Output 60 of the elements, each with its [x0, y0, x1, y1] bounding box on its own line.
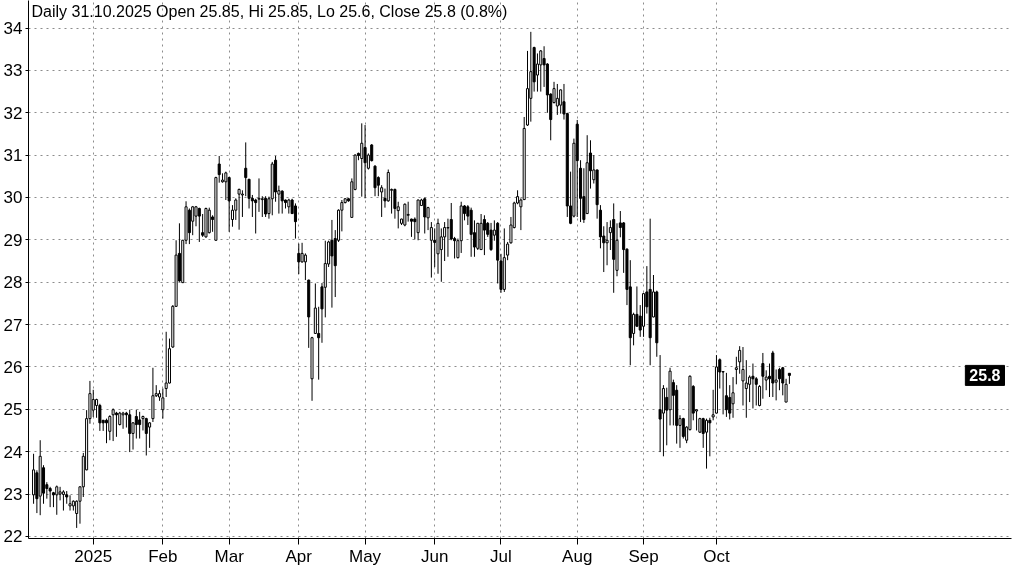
- candlestick: [111, 407, 115, 442]
- candlestick: [260, 195, 264, 218]
- candlestick: [187, 208, 191, 245]
- candlestick: [207, 207, 211, 234]
- candlestick: [446, 218, 450, 258]
- y-tick-label: 28: [3, 273, 23, 293]
- candlestick: [373, 164, 377, 197]
- x-tick-label: Jul: [490, 546, 512, 566]
- candlestick: [227, 176, 231, 233]
- y-tick-label: 33: [3, 61, 23, 81]
- x-tick-label: Sep: [628, 546, 659, 566]
- candlestick: [257, 177, 261, 213]
- x-tick-label: Apr: [285, 546, 313, 566]
- candlestick: [429, 221, 433, 279]
- candlestick: [297, 243, 301, 275]
- candlestick: [708, 417, 712, 457]
- x-tick-label: Feb: [148, 546, 178, 566]
- candlestick: [658, 354, 662, 453]
- candlestick: [731, 376, 735, 419]
- x-tick-label: May: [349, 546, 382, 566]
- chart-title: Daily 31.10.2025 Open 25.85, Hi 25.85, Lo 25.6, Close 25.8 (0.8%): [31, 2, 508, 20]
- y-tick-label: 32: [3, 103, 23, 123]
- candlestick: [704, 418, 709, 470]
- candlestick: [55, 485, 59, 516]
- candlestick: [61, 489, 65, 512]
- candlestick: [751, 363, 755, 409]
- candlestick: [539, 49, 543, 93]
- candlestick: [605, 221, 609, 266]
- candlestick: [134, 409, 138, 440]
- x-tick-label: Aug: [562, 546, 593, 566]
- candlestick: [406, 201, 410, 223]
- candlestick: [244, 141, 248, 197]
- y-tick-label: 31: [3, 146, 23, 166]
- candlestick: [58, 486, 62, 501]
- x-tick-label: Oct: [703, 546, 730, 566]
- candlestick: [128, 409, 132, 453]
- y-tick-label: 29: [3, 230, 23, 250]
- x-tick-label: Jun: [420, 546, 449, 566]
- candlestick: [237, 188, 241, 231]
- y-tick-label: 27: [3, 315, 23, 335]
- y-tick-label: 24: [3, 442, 23, 462]
- y-tick-label: 25: [3, 400, 23, 420]
- candlestick: [264, 195, 268, 218]
- x-tick-label: Mar: [214, 546, 245, 566]
- candlestick: [138, 411, 142, 440]
- y-tick-label: 34: [3, 19, 23, 39]
- candlestick: [114, 411, 118, 438]
- text: 25.8: [969, 367, 1001, 385]
- candlestick: [724, 372, 728, 418]
- y-tick-label: 23: [3, 485, 23, 505]
- candlestick: [303, 252, 307, 281]
- y-tick-label: 26: [3, 357, 23, 377]
- candlestick: [148, 421, 152, 449]
- y-tick-label: 22: [3, 527, 23, 547]
- candlestick: [91, 389, 95, 418]
- x-tick-label: 2025: [74, 546, 113, 566]
- candlestick: [360, 122, 364, 198]
- candlestick: [293, 202, 297, 240]
- y-tick-label: 30: [3, 188, 23, 208]
- candlestick: [144, 417, 148, 456]
